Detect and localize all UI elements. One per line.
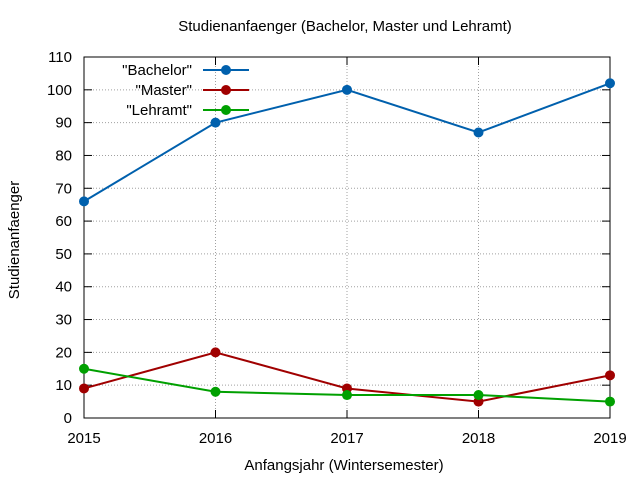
x-tick-label: 2018 xyxy=(462,430,495,447)
data-point-master xyxy=(79,383,89,394)
legend-marker-master xyxy=(221,85,231,95)
y-tick-label: 20 xyxy=(55,344,72,361)
data-point-lehramt xyxy=(473,390,484,401)
y-tick-label: 100 xyxy=(47,82,72,99)
data-point-bachelor xyxy=(79,196,89,207)
legend-label-bachelor: "Bachelor" xyxy=(122,62,192,79)
x-tick-label: 2017 xyxy=(330,430,363,447)
y-tick-label: 40 xyxy=(55,279,72,296)
axis-ticks: 0 10 20 30 40 50 60 70 80 90 100 110 2015 2016 2017 201… xyxy=(47,49,627,447)
legend-marker-bachelor xyxy=(221,65,231,75)
y-tick-label: 90 xyxy=(55,115,72,132)
legend: "Bachelor" "Master" "Lehramt" xyxy=(122,62,249,119)
x-tick-label: 2016 xyxy=(199,430,232,447)
data-point-lehramt xyxy=(342,390,352,401)
y-tick-label: 10 xyxy=(55,377,72,394)
data-point-lehramt xyxy=(210,386,221,397)
series-layer xyxy=(79,78,615,407)
data-point-bachelor xyxy=(473,127,484,138)
data-point-lehramt xyxy=(79,363,89,374)
y-tick-label: 0 xyxy=(64,410,72,427)
data-point-bachelor xyxy=(210,117,221,128)
grid xyxy=(84,57,610,418)
y-axis-label: Studienanfaenger xyxy=(6,181,23,299)
legend-label-master: "Master" xyxy=(136,82,193,99)
y-tick-label: 50 xyxy=(55,246,72,263)
series-bachelor xyxy=(79,78,615,207)
legend-label-lehramt: "Lehramt" xyxy=(126,102,192,119)
y-tick-label: 60 xyxy=(55,213,72,230)
x-tick-label: 2019 xyxy=(593,430,626,447)
legend-marker-lehramt xyxy=(221,105,231,115)
x-tick-label: 2015 xyxy=(67,430,100,447)
x-axis-label: Anfangsjahr (Wintersemester) xyxy=(244,457,443,474)
series-lehramt xyxy=(79,363,615,407)
y-tick-label: 30 xyxy=(55,312,72,329)
y-tick-label: 110 xyxy=(48,49,72,66)
data-point-bachelor xyxy=(342,84,352,95)
data-point-bachelor xyxy=(605,78,615,89)
chart-title: Studienanfaenger (Bachelor, Master und L… xyxy=(178,18,512,35)
y-tick-label: 80 xyxy=(55,147,72,164)
y-tick-label: 70 xyxy=(55,180,72,197)
data-point-lehramt xyxy=(605,396,615,407)
data-point-master xyxy=(605,370,615,381)
data-point-master xyxy=(210,347,221,358)
